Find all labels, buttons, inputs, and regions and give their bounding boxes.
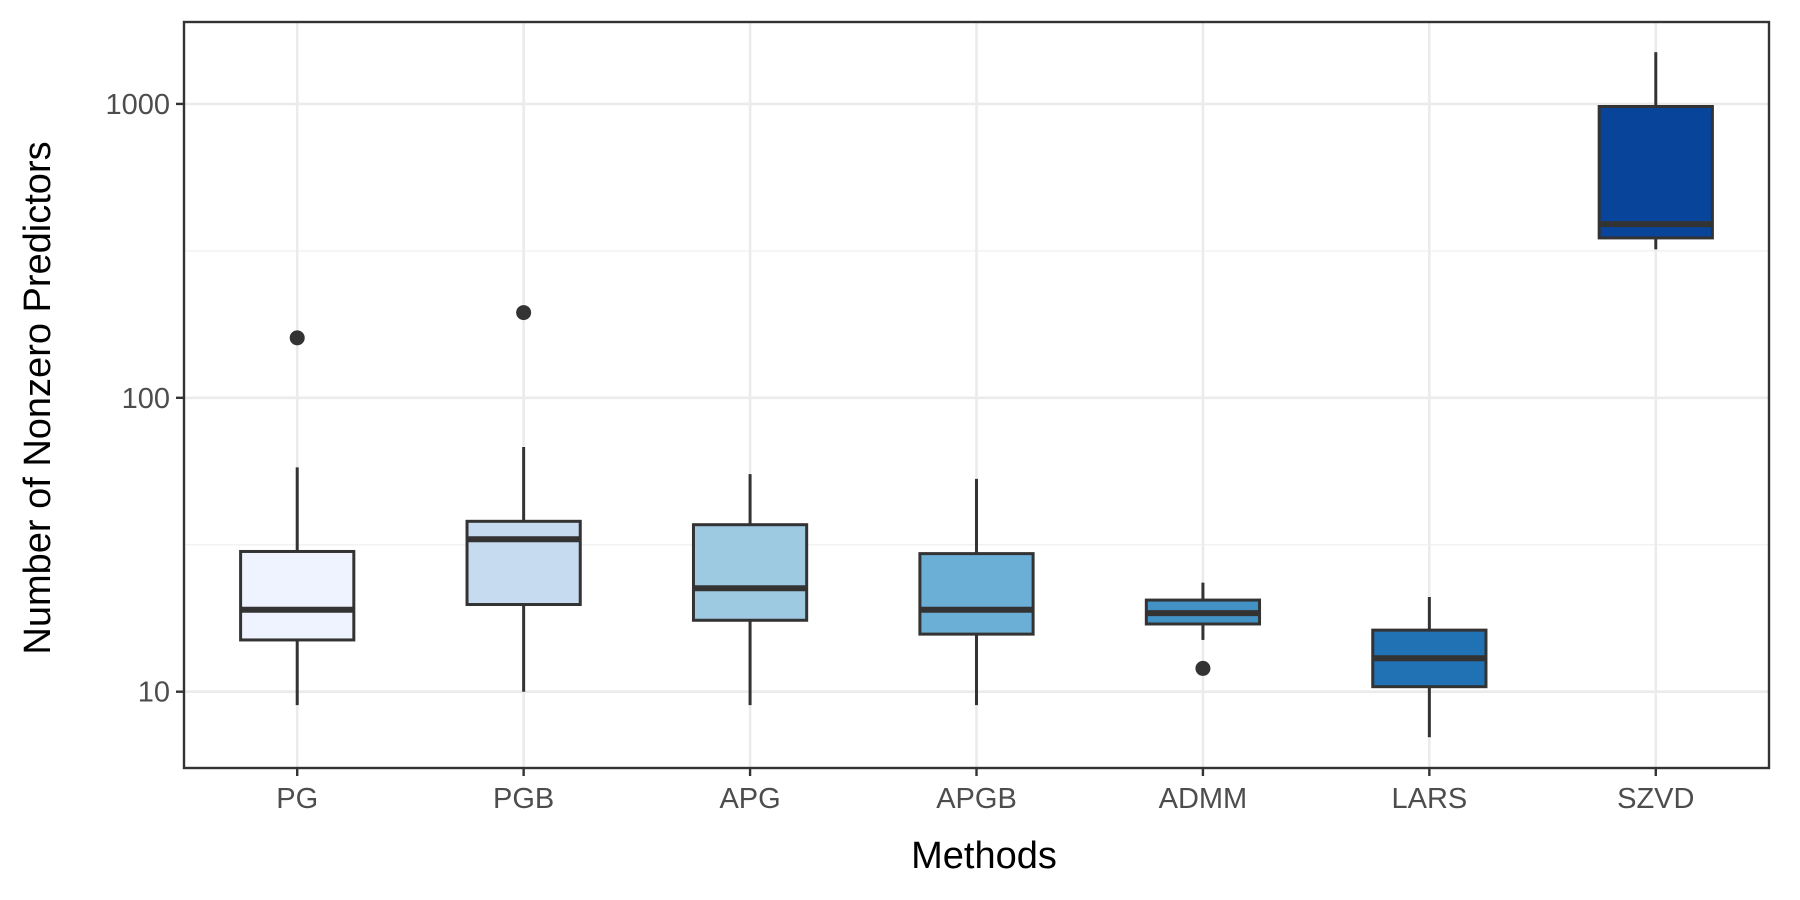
x-tick-label: APG (719, 783, 780, 815)
box-lars (1371, 596, 1488, 738)
x-tick-label: PG (276, 783, 318, 815)
y-tick-label: 1000 (105, 89, 170, 121)
outlier-point (289, 330, 305, 346)
y-tick-label: 100 (122, 383, 170, 415)
box-apgb (918, 478, 1035, 706)
y-tick-label: 10 (138, 677, 170, 709)
box-pgb (465, 305, 582, 692)
box-apg (691, 474, 809, 706)
iqr-box (691, 523, 809, 622)
y-axis: 10 100 1000 (105, 89, 184, 709)
x-tick-label: ADMM (1159, 783, 1248, 815)
y-axis-title: Number of Nonzero Predictors (17, 141, 59, 654)
iqr-box (465, 519, 582, 607)
iqr-box (918, 552, 1035, 636)
x-axis: PG PGB APG APGB ADMM LARS SZVD (276, 768, 1694, 815)
box-admm (1144, 582, 1262, 676)
outlier-point (1195, 660, 1211, 676)
box-series (239, 52, 1714, 738)
iqr-box (239, 549, 356, 642)
box-pg (239, 330, 356, 706)
box-szvd (1597, 52, 1714, 250)
x-tick-label: LARS (1391, 783, 1467, 815)
x-tick-label: APGB (936, 783, 1017, 815)
x-axis-title: Methods (911, 835, 1057, 877)
iqr-box (1597, 105, 1714, 240)
outlier-point (516, 305, 532, 321)
x-tick-label: PGB (493, 783, 554, 815)
x-tick-label: SZVD (1617, 783, 1694, 815)
